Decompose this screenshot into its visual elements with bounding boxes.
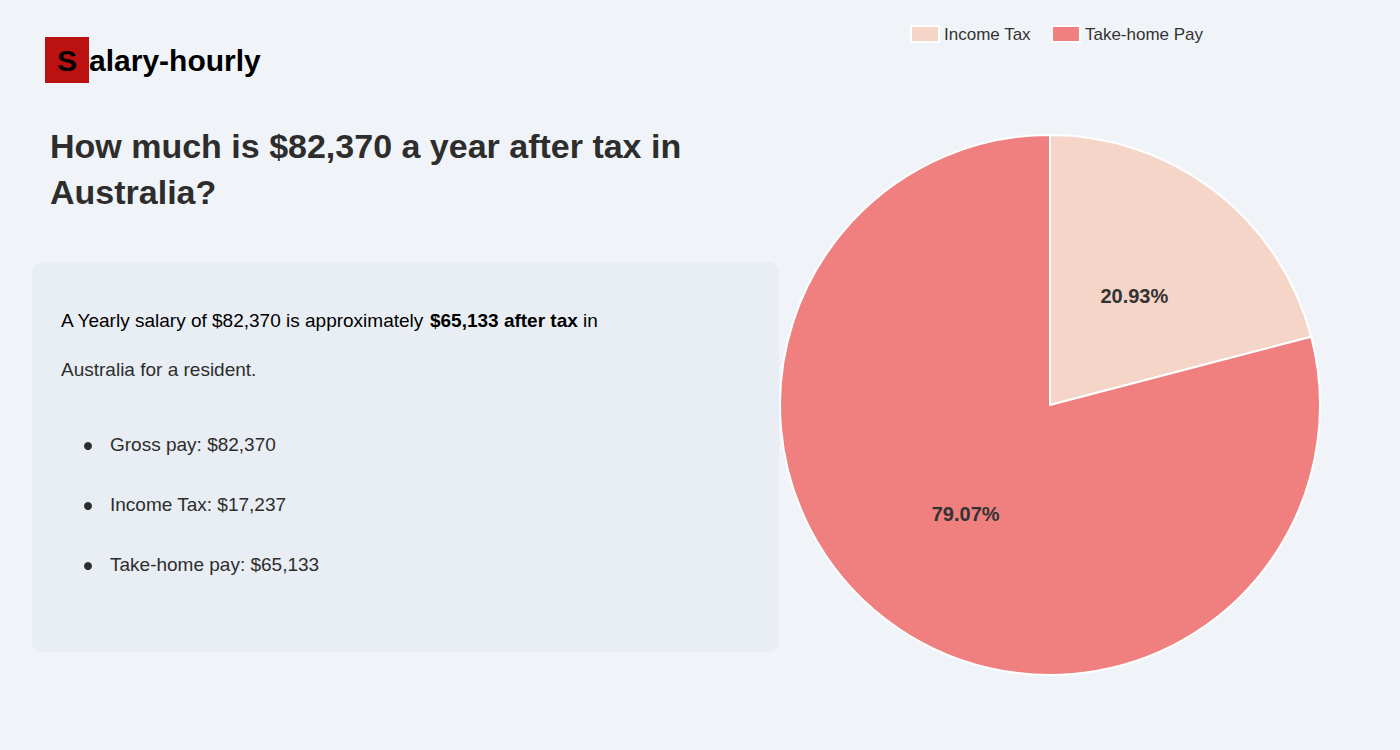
svg-text:Take-home pay: $65,133: Take-home pay: $65,133 [110,554,319,575]
svg-text:Australia for a resident.: Australia for a resident. [61,359,256,380]
svg-text:20.93%: 20.93% [1100,285,1168,307]
svg-text:Income Tax: Income Tax [944,25,1031,44]
svg-text:Income Tax: $17,237: Income Tax: $17,237 [110,494,286,515]
svg-text:A Yearly salary of $82,370 is: A Yearly salary of $82,370 is approximat… [61,310,429,331]
svg-text:79.07%: 79.07% [932,503,1000,525]
svg-text:in: in [578,310,598,331]
svg-text:S: S [57,44,77,77]
svg-text:$65,133 after tax: $65,133 after tax [430,310,578,331]
svg-text:How much is $82,370 a year aft: How much is $82,370 a year after tax in [50,127,691,165]
svg-text:alary-hourly: alary-hourly [89,44,261,77]
svg-text:Gross pay: $82,370: Gross pay: $82,370 [110,434,276,455]
svg-text:Take-home Pay: Take-home Pay [1085,25,1204,44]
svg-text:Australia?: Australia? [50,173,216,211]
